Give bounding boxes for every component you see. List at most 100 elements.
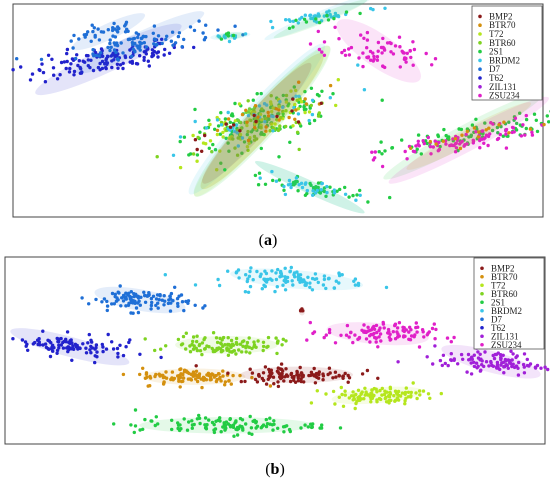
point-b-2s1	[231, 425, 236, 429]
cluster-halo-a-18	[254, 160, 365, 214]
point-a-t72	[237, 102, 242, 106]
point-b-btr60	[191, 339, 195, 344]
point-a-t62	[86, 58, 91, 62]
point-a-d7	[170, 30, 175, 34]
point-b-t72	[393, 399, 397, 403]
point-b-t62	[25, 342, 29, 346]
point-b-d7	[136, 301, 140, 305]
point-b-btr70	[231, 373, 235, 378]
point-a-t62	[123, 54, 127, 58]
point-a-btr70	[460, 133, 464, 137]
point-b-t72	[414, 391, 418, 395]
point-b-2s1	[247, 431, 251, 435]
point-a-2s1	[292, 85, 296, 89]
point-b-zsu234	[401, 328, 405, 333]
point-a-btr60	[191, 152, 196, 156]
point-b-brdm2	[334, 279, 338, 283]
point-a-t62	[65, 47, 70, 52]
point-a-2s1	[312, 118, 317, 123]
point-b-btr60	[230, 342, 235, 346]
point-b-zsu234	[420, 328, 425, 332]
point-a-zsu234	[308, 42, 313, 46]
point-a-2s1	[444, 133, 448, 138]
point-b-t62	[71, 344, 75, 348]
point-b-zsu234	[327, 330, 332, 335]
point-b-zsu234	[368, 334, 372, 338]
point-b-t62	[64, 340, 68, 344]
point-b-zsu234	[391, 330, 395, 334]
point-b-zsu234	[402, 326, 406, 330]
point-b-brdm2	[260, 287, 264, 291]
point-a-2s1	[262, 132, 266, 137]
point-b-t62	[116, 355, 120, 359]
point-b-btr60	[234, 336, 239, 341]
point-b-zsu234	[308, 320, 312, 325]
point-b-2s1	[224, 426, 228, 430]
point-a-btr70	[441, 139, 445, 143]
point-b-t72	[370, 388, 374, 392]
point-a-2s1	[483, 121, 487, 125]
point-a-btr60	[254, 137, 259, 141]
point-b-btr60	[226, 353, 231, 357]
point-b-bmp2	[278, 367, 283, 371]
cluster-halo-b-0	[230, 268, 364, 291]
point-a-t72	[191, 133, 195, 138]
point-b-zsu234	[417, 345, 422, 349]
point-b-t72	[315, 389, 319, 393]
legend-marker-bmp2	[478, 14, 482, 19]
point-b-d7	[110, 302, 114, 306]
point-b-t72	[426, 392, 431, 396]
point-b-bmp2	[376, 376, 380, 380]
point-b-d7	[105, 308, 110, 313]
point-a-d7	[134, 31, 138, 35]
point-b-btr60	[221, 344, 225, 348]
point-b-zil131	[512, 365, 517, 370]
point-b-brdm2	[251, 278, 255, 282]
point-b-btr70	[250, 375, 254, 380]
point-b-zsu234	[349, 330, 353, 335]
point-b-2s1	[216, 418, 220, 422]
point-a-d7	[177, 31, 182, 35]
point-b-zil131	[474, 361, 479, 365]
point-a-zsu234	[347, 53, 352, 57]
point-b-brdm2	[255, 269, 259, 274]
point-b-2s1	[320, 423, 324, 427]
point-a-zsu234	[521, 123, 525, 127]
point-b-t72	[388, 385, 392, 389]
legend-marker-zsu234	[480, 342, 484, 347]
point-b-brdm2	[193, 283, 198, 287]
point-b-t62	[70, 341, 74, 345]
point-a-zsu234	[337, 37, 341, 41]
point-a-btr70	[277, 118, 281, 122]
point-b-2s1	[250, 432, 254, 436]
point-a-brdm2	[228, 128, 232, 132]
point-b-zil131	[525, 363, 530, 368]
point-a-t72	[233, 119, 238, 123]
point-b-d7	[171, 299, 175, 303]
point-b-btr70	[205, 373, 209, 377]
point-a-t72	[238, 132, 243, 137]
point-a-t62	[100, 66, 105, 71]
point-b-brdm2	[306, 275, 310, 279]
point-a-btr60	[246, 129, 250, 134]
point-a-d7	[69, 39, 73, 43]
point-a-btr70	[487, 126, 491, 130]
cluster-halo-a-12	[215, 32, 246, 40]
legend-box-b	[473, 257, 545, 350]
point-a-d7	[39, 57, 44, 62]
point-b-2s1	[254, 426, 258, 430]
point-a-2s1	[218, 132, 223, 136]
point-b-bmp2	[298, 365, 302, 370]
point-a-t62	[37, 68, 41, 72]
point-b-zsu234	[413, 333, 417, 337]
point-b-2s1	[153, 423, 157, 428]
point-a-zsu234	[504, 129, 508, 133]
point-b-2s1	[228, 425, 233, 429]
point-b-t62	[59, 336, 63, 341]
point-b-btr70	[181, 376, 186, 380]
point-b-zsu234	[434, 327, 438, 332]
legend-a: BMP2BTR70T72BTR602S1BRDM2D7T62ZIL131ZSU2…	[471, 5, 543, 101]
point-a-2s1	[240, 151, 244, 155]
point-b-zil131	[528, 362, 533, 366]
point-b-2s1	[233, 421, 237, 425]
